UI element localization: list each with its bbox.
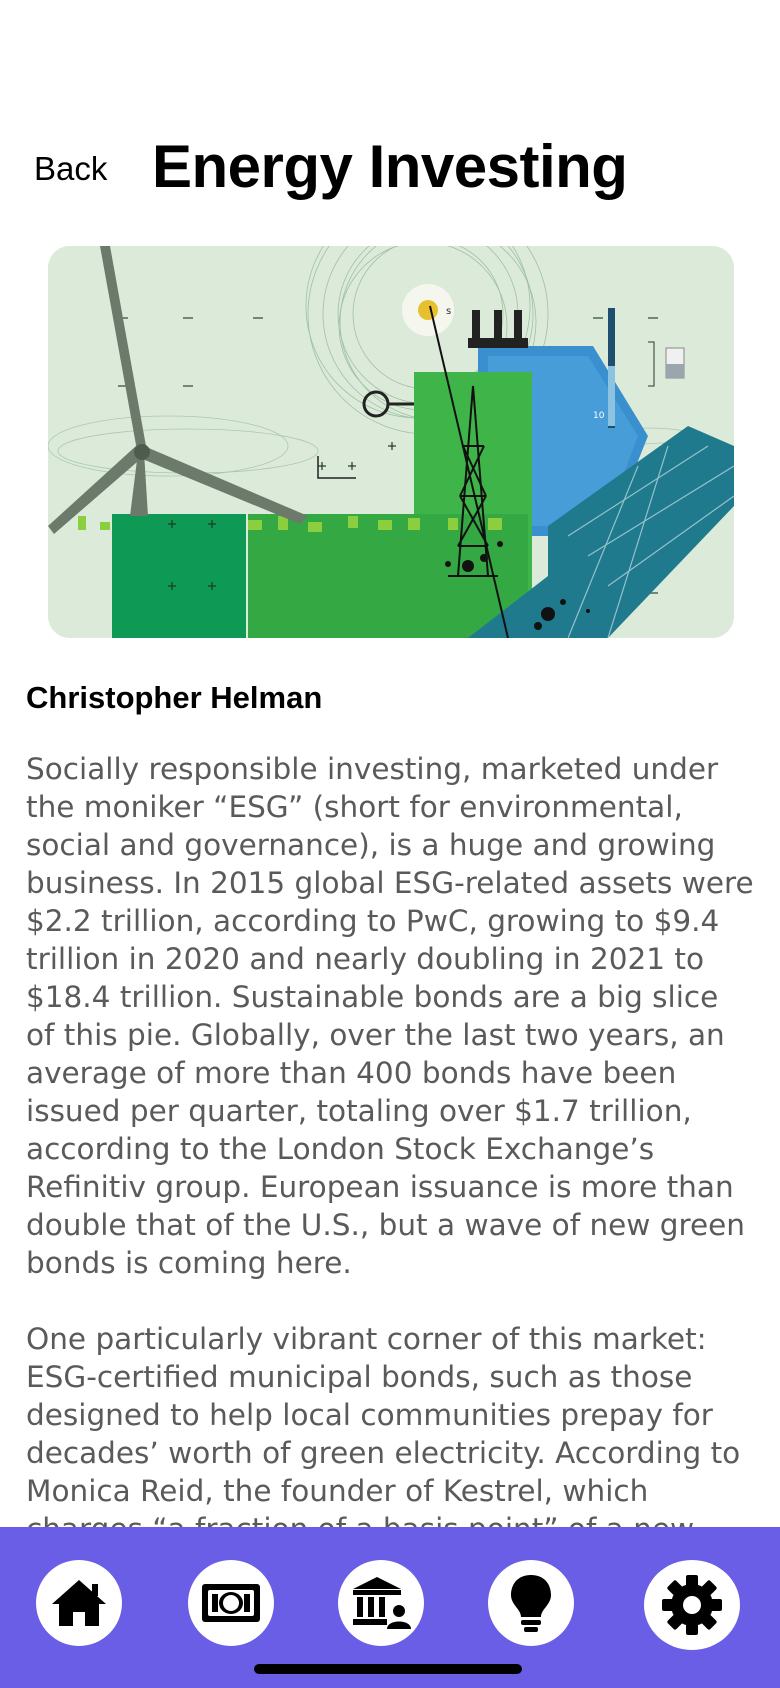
article-body[interactable]: Socially responsible investing, marketed… <box>26 750 756 1530</box>
article-paragraph: One particularly vibrant corner of this … <box>26 1322 741 1530</box>
tab-money[interactable] <box>188 1560 274 1646</box>
tab-bank[interactable] <box>338 1560 424 1646</box>
tab-bar <box>0 1527 780 1688</box>
home-indicator[interactable] <box>254 1664 522 1674</box>
hero-image: s 10 <box>48 246 734 638</box>
lightbulb-icon <box>511 1575 551 1632</box>
home-icon <box>52 1580 106 1626</box>
tab-ideas[interactable] <box>488 1560 574 1646</box>
header: Back Energy Investing <box>0 120 780 220</box>
energy-collage-image: s 10 <box>48 246 734 638</box>
money-icon <box>202 1584 260 1622</box>
svg-text:s: s <box>446 306 451 317</box>
bank-icon <box>353 1577 411 1629</box>
svg-text:10: 10 <box>593 411 605 421</box>
tab-settings[interactable] <box>644 1560 740 1650</box>
page-title: Energy Investing <box>152 133 628 200</box>
tab-home[interactable] <box>36 1560 122 1646</box>
gear-icon <box>662 1575 722 1635</box>
back-button[interactable]: Back <box>34 150 108 187</box>
article-author: Christopher Helman <box>26 680 323 715</box>
article-paragraph: Socially responsible investing, marketed… <box>26 752 754 1280</box>
